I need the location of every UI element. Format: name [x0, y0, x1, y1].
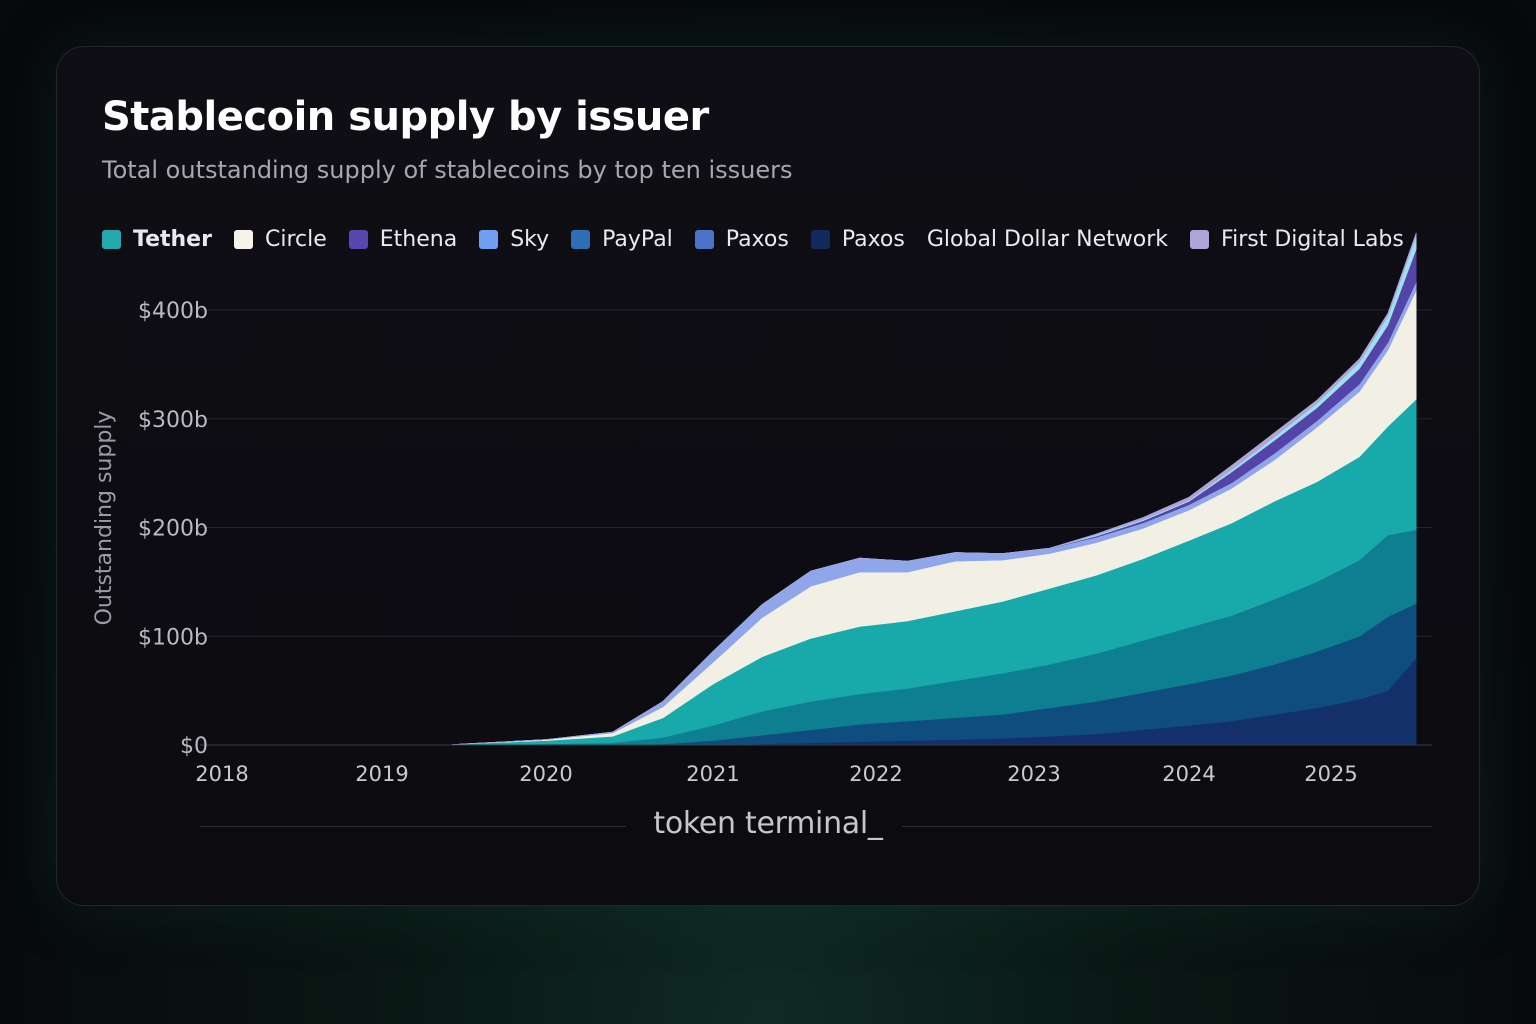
- x-tick-label: 2019: [355, 762, 408, 786]
- watermark-rule-left: [200, 826, 626, 827]
- legend-swatch: [102, 229, 121, 249]
- legend-item-tether[interactable]: Tether: [102, 227, 212, 252]
- legend-label: First Digital Labs: [1221, 226, 1404, 252]
- chart-legend: Tether Circle Ethena Sky PayPal Paxos Pa…: [102, 222, 1404, 256]
- chart-subtitle: Total outstanding supply of stablecoins …: [102, 156, 793, 184]
- legend-label: Paxos: [725, 226, 789, 252]
- x-tick-label: 2020: [519, 762, 572, 786]
- legend-swatch: [1190, 229, 1210, 249]
- legend-item-paypal[interactable]: PayPal: [571, 227, 673, 252]
- legend-swatch: [694, 229, 714, 249]
- x-tick-label: 2025: [1304, 762, 1357, 786]
- legend-label: Tether: [133, 226, 212, 252]
- legend-label: Paxos: [841, 226, 905, 252]
- y-tick-label: $400b: [138, 299, 208, 324]
- legend-item-global-dollar-network[interactable]: Global Dollar Network: [927, 227, 1168, 252]
- legend-label: Global Dollar Network: [926, 226, 1169, 252]
- legend-item-circle[interactable]: Circle: [233, 226, 327, 252]
- y-axis-ticks: $400b $300b $200b $100b $0: [138, 299, 208, 759]
- y-axis-label: Outstanding supply: [92, 411, 117, 626]
- legend-item-paxos-2[interactable]: Paxos: [810, 226, 905, 252]
- y-tick-label: $100b: [138, 625, 208, 650]
- y-tick-label: $200b: [138, 517, 208, 542]
- x-tick-label: 2022: [849, 762, 902, 786]
- legend-swatch: [571, 229, 591, 249]
- legend-swatch: [479, 229, 499, 249]
- legend-item-first-digital-labs[interactable]: First Digital Labs: [1190, 227, 1404, 252]
- area-first-digital-labs[interactable]: [447, 232, 1417, 746]
- legend-item-ethena[interactable]: Ethena: [348, 226, 458, 252]
- legend-label: Ethena: [379, 226, 458, 252]
- x-tick-label: 2024: [1162, 762, 1215, 786]
- legend-swatch: [233, 229, 253, 249]
- legend-label: Sky: [510, 226, 550, 252]
- y-tick-label: $300b: [138, 408, 208, 433]
- x-tick-label: 2023: [1007, 762, 1060, 786]
- legend-label: PayPal: [602, 226, 673, 252]
- legend-label: Circle: [264, 226, 327, 252]
- x-tick-label: 2021: [686, 762, 739, 786]
- x-tick-label: 2018: [195, 762, 248, 786]
- chart-title: Stablecoin supply by issuer: [102, 94, 709, 140]
- watermark-logo: token terminal_: [653, 806, 883, 841]
- legend-swatch: [348, 229, 368, 249]
- stacked-areas: [447, 232, 1417, 746]
- y-tick-label: $0: [180, 734, 208, 759]
- legend-item-paxos[interactable]: Paxos: [694, 226, 789, 252]
- legend-item-sky[interactable]: Sky: [479, 227, 549, 252]
- x-axis-ticks: 2018 2019 2020 2021 2022 2023 2024 2025: [195, 762, 1357, 786]
- watermark-rule-right: [902, 826, 1432, 827]
- legend-swatch: [810, 229, 830, 249]
